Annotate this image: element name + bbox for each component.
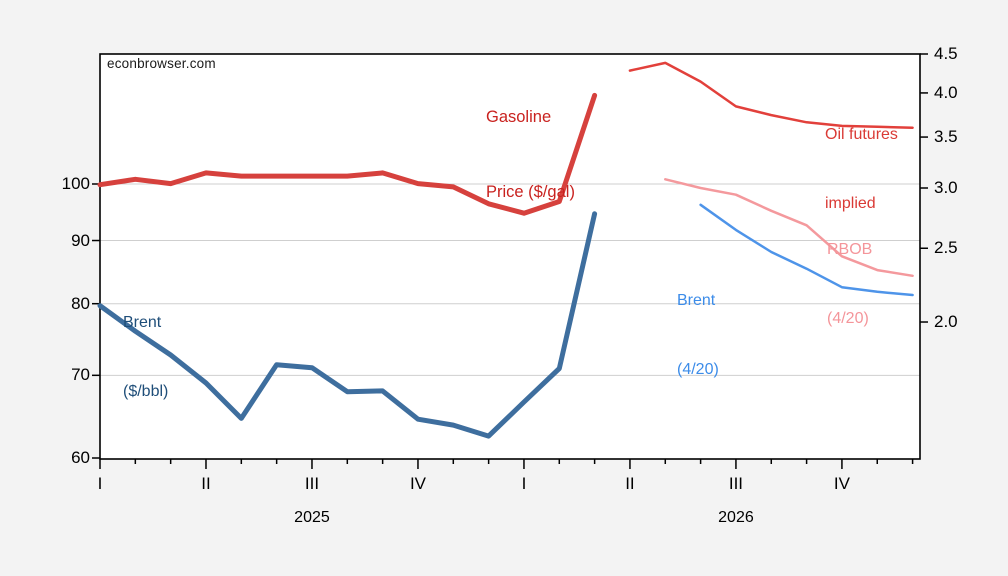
- series-line-oil-futures-implied: [628, 61, 914, 129]
- brent-futures-series-label-line1: Brent: [677, 292, 716, 309]
- gasoline-series-label-line2: Price ($/gal): [486, 183, 575, 201]
- left-axis-tick-label-90: 90: [71, 230, 90, 250]
- x-axis-year-label-2025: 2025: [294, 509, 330, 526]
- x-axis-quarter-label-0: I: [97, 474, 103, 493]
- right-axis-tick-label-2.5: 2.5: [934, 238, 958, 258]
- left-axis-tick-label-60: 60: [71, 448, 90, 467]
- x-axis-quarter-label-3: II: [201, 474, 211, 493]
- brent-series-label-line2: ($/bbl): [123, 383, 169, 400]
- brent-series-label-line1: Brent: [123, 314, 162, 331]
- oil-futures-series-label: Oil futures implied: [825, 77, 898, 261]
- right-axis-tick-label-2.0: 2.0: [934, 312, 958, 331]
- x-axis-quarter-label-18: III: [728, 474, 744, 493]
- left-axis-tick-label-70: 70: [71, 365, 90, 385]
- right-axis-tick-label-3.5: 3.5: [934, 127, 958, 147]
- x-axis-quarter-label-15: II: [625, 474, 635, 493]
- left-axis-tick-label-100: 100: [61, 174, 90, 193]
- rbob-series-label-line1: RBOB: [827, 241, 873, 258]
- brent-futures-series-label: Brent (4/20): [677, 243, 719, 427]
- series-line-brent-4-20-: [699, 203, 914, 297]
- series-line-brent-actual: [97, 211, 598, 439]
- x-axis-quarter-label-6: III: [304, 474, 320, 493]
- x-axis-quarter-label-21: IV: [833, 474, 850, 493]
- series-line-gasoline-price-actual: [97, 92, 598, 216]
- right-axis-tick-label-4.0: 4.0: [934, 82, 958, 102]
- right-axis-tick-label-3.0: 3.0: [934, 178, 958, 197]
- x-axis-quarter-label-9: IV: [409, 474, 426, 493]
- right-axis-tick-label-4.5: 4.5: [934, 44, 958, 63]
- oil-futures-series-label-line2: implied: [825, 195, 876, 212]
- chart-frame: [99, 53, 921, 460]
- brent-futures-series-label-line2: (4/20): [677, 361, 719, 378]
- x-axis-quarter-label-12: I: [521, 474, 527, 493]
- watermark-text: econbrowser.com: [107, 56, 216, 71]
- left-axis-tick-label-80: 80: [71, 293, 90, 313]
- rbob-series-label-line2: (4/20): [827, 310, 869, 327]
- gasoline-series-label-line1: Gasoline: [486, 108, 552, 126]
- gasoline-series-label: Gasoline Price ($/gal): [486, 55, 575, 255]
- oil-futures-series-label-line1: Oil futures: [825, 126, 898, 143]
- brent-series-label: Brent ($/bbl): [123, 265, 168, 449]
- series-line-rbob-4-20-: [664, 178, 914, 278]
- rbob-series-label: RBOB (4/20): [827, 192, 872, 376]
- x-axis-year-label-2026: 2026: [718, 509, 754, 526]
